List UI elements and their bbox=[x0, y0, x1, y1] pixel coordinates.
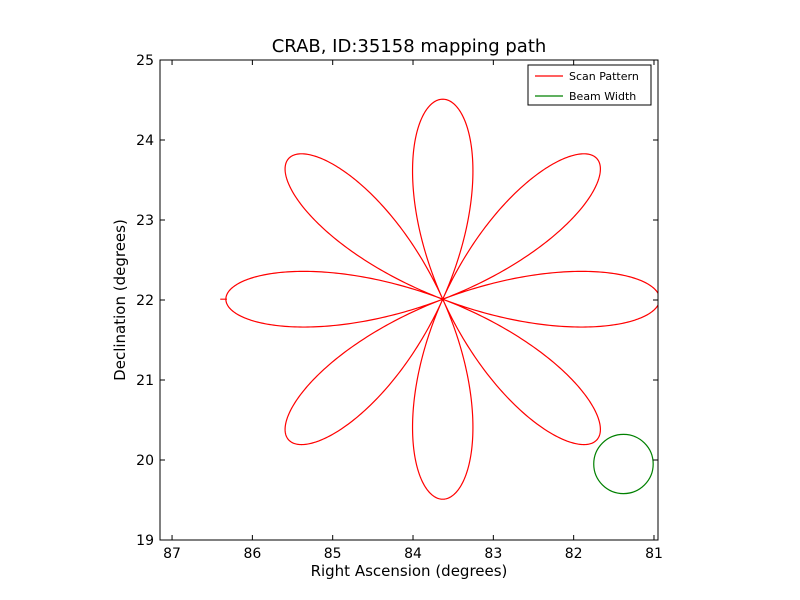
legend-box bbox=[527, 64, 652, 106]
y-tick-label: 19 bbox=[136, 533, 154, 549]
x-tick-label: 83 bbox=[484, 546, 502, 562]
y-axis-label: Declination (degrees) bbox=[111, 219, 129, 381]
y-tick-label: 21 bbox=[136, 373, 154, 389]
x-tick-label: 82 bbox=[565, 546, 583, 562]
y-tick-label: 25 bbox=[136, 53, 154, 69]
x-axis-ticks: 87 86 85 84 83 82 81 bbox=[163, 60, 663, 562]
x-tick-label: 87 bbox=[163, 546, 181, 562]
y-axis-ticks: 19 20 21 22 23 24 25 bbox=[136, 53, 658, 549]
x-tick-label: 81 bbox=[645, 546, 663, 562]
legend-label-scan-pattern: Scan Pattern bbox=[569, 70, 639, 83]
y-tick-label: 22 bbox=[136, 293, 154, 309]
x-axis-label: Right Ascension (degrees) bbox=[311, 562, 508, 580]
beam-width-circle bbox=[593, 433, 654, 495]
y-tick-label: 23 bbox=[136, 213, 154, 229]
scan-pattern-line bbox=[220, 98, 658, 500]
y-tick-label: 20 bbox=[136, 453, 154, 469]
plot-content bbox=[220, 98, 658, 500]
x-tick-label: 84 bbox=[404, 546, 422, 562]
legend: Scan Pattern Beam Width bbox=[527, 64, 652, 106]
x-tick-label: 86 bbox=[243, 546, 261, 562]
legend-label-beam-width: Beam Width bbox=[569, 90, 636, 103]
chart-title: CRAB, ID:35158 mapping path bbox=[272, 36, 547, 57]
y-tick-label: 24 bbox=[136, 133, 154, 149]
x-tick-label: 85 bbox=[324, 546, 342, 562]
